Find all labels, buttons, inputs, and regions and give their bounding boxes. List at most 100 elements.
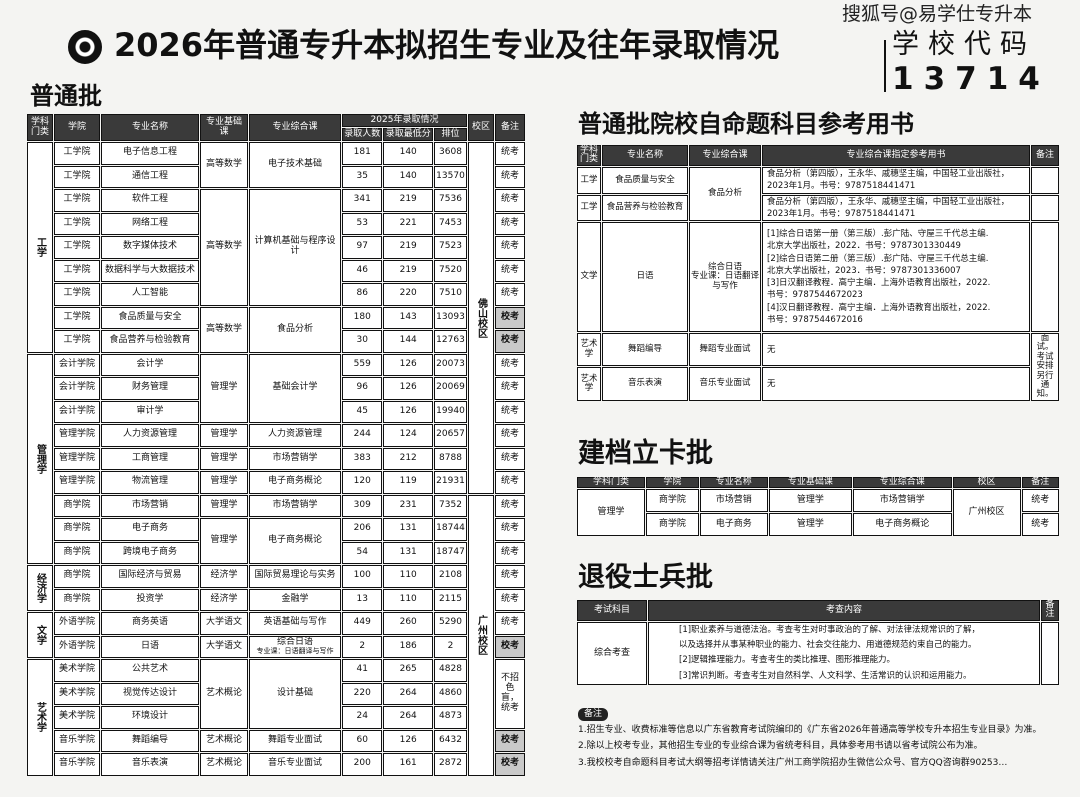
header-cell: 学院 — [646, 477, 699, 489]
table-row: 艺术学 舞蹈编导 舞蹈专业面试无面试。考试安排另行通知。 — [577, 333, 1059, 401]
count-cell: 30 — [342, 330, 383, 353]
min-score-cell: 131 — [383, 541, 433, 564]
min-score-cell: 119 — [383, 471, 433, 494]
category-cell: 文学 — [577, 222, 601, 333]
rank-cell: 20073 — [433, 353, 467, 376]
book-line: 书号：9787544672016 — [767, 315, 863, 326]
comp-course-name: 电子技术基础 — [267, 159, 322, 170]
note-cell: 统考 — [495, 494, 525, 517]
min-score-cell: 219 — [383, 189, 433, 212]
comp-course-cell: 综合日语 专业课：日语翻译与写作 — [689, 222, 761, 333]
campus-cell: 佛山校区 — [468, 142, 494, 494]
college-cell: 工学院 — [54, 189, 100, 212]
rank-cell: 7536 — [433, 189, 467, 212]
base-course-cell: 经济学 — [200, 588, 248, 611]
table-row: 综合考查 [1]职业素养与道德法治。考查考生对时事政治的了解、对法律法规常识的了解… — [577, 621, 1059, 686]
section-title-veteran: 退役士兵批 — [578, 562, 713, 593]
base-course-cell: 艺术概论 — [200, 729, 248, 752]
header-content: 考查内容 — [648, 600, 1040, 621]
table-row: 工学 食品营养与检验教育 食品分析（第四版），王永华、戚穗坚主编，中国轻工业出版社，… — [577, 194, 1059, 222]
table-row: 管理学院 工商管理 管理学 市场营销学 383 212 8788 统考 — [27, 447, 525, 470]
notes-label: 备注 — [578, 708, 609, 721]
count-cell: 60 — [342, 729, 383, 752]
header-note: 备注 — [1031, 145, 1059, 166]
major-cell: 跨境电子商务 — [101, 541, 199, 564]
comp-course-name: 食品分析 — [276, 323, 313, 334]
table-row: 文学 外语学院 商务英语 大学语文 英语基础与写作 449 260 5290 统考 — [27, 612, 525, 658]
table-row: 音乐学院 舞蹈编导 艺术概论 舞蹈专业面试 60 126 6432 校考 — [27, 729, 525, 752]
major-cell: 软件工程 — [101, 189, 199, 212]
category-cell: 艺术学 — [27, 659, 53, 776]
category-cell: 工学 — [27, 142, 53, 353]
comp-course-cell: 英语基础与写作 — [249, 612, 341, 635]
book-line: 无 — [767, 344, 776, 355]
note-cell: 统考 — [495, 518, 525, 541]
base-course-cell: 管理学 — [200, 447, 248, 470]
table-row: 文学 日语 综合日语 专业课：日语翻译与写作 [1]综合日语第一册（第三版）.彭广陆、守… — [577, 222, 1059, 333]
college-cell: 会计学院 — [54, 377, 100, 400]
major-cell: 食品质量与安全 — [101, 306, 199, 329]
major-cell: 食品营养与检验教育 — [602, 194, 688, 222]
book-cell: 食品分析（第四版），王永华、戚穗坚主编，中国轻工业出版社， 2023年1月。书号：… — [762, 194, 1030, 222]
major-cell: 环境设计 — [101, 706, 199, 729]
note-cell — [1031, 194, 1059, 222]
count-cell: 46 — [342, 259, 383, 282]
college-cell: 商学院 — [54, 588, 100, 611]
header-min: 录取最低分 — [383, 128, 433, 141]
book-line: [3]日汉翻译教程．高宁主编．上海外语教育出版社，2022. — [767, 278, 991, 289]
base-course-cell: 管理学 — [200, 353, 248, 423]
college-cell: 管理学院 — [54, 471, 100, 494]
header-rank: 排位 — [433, 128, 467, 141]
count-cell: 2 — [342, 635, 383, 658]
min-score-cell: 131 — [383, 518, 433, 541]
note-cell: 统考 — [495, 588, 525, 611]
rank-cell: 7510 — [433, 283, 467, 306]
header-base: 专业基础课 — [200, 114, 248, 141]
major-cell: 工商管理 — [101, 447, 199, 470]
comp-course-cell: 音乐专业面试 — [249, 753, 341, 776]
college-cell: 商学院 — [646, 489, 699, 513]
college-cell: 工学院 — [54, 165, 100, 188]
table-row: 工学 工学院 电子信息工程 高等数学 电子技术基础 181 140 3608 佛山校区 统考 — [27, 142, 525, 494]
note-cell: 统考 — [495, 165, 525, 188]
major-cell: 市场营销 — [101, 494, 199, 517]
school-code-value: 13714 — [892, 61, 1050, 97]
comp-course-name: 金融学 — [281, 593, 309, 604]
note-cell: 统考 — [495, 259, 525, 282]
comp-course-cell: 市场营销学 — [249, 447, 341, 470]
category-cell: 经济学 — [27, 565, 53, 611]
note-cell: 统考 — [495, 212, 525, 235]
college-cell: 工学院 — [54, 259, 100, 282]
count-cell: 35 — [342, 165, 383, 188]
college-cell: 会计学院 — [54, 353, 100, 376]
note-cell: 统考 — [495, 400, 525, 423]
major-cell: 数据科学与大数据技术 — [101, 259, 199, 282]
major-cell: 市场营销 — [699, 489, 768, 513]
note-cell: 统考 — [1021, 489, 1059, 513]
rank-cell: 8788 — [433, 447, 467, 470]
note-cell: 校考 — [495, 330, 525, 353]
header-note: 备注 — [495, 114, 525, 141]
header-cell: 专业基础课 — [768, 477, 852, 489]
major-cell: 投资学 — [101, 588, 199, 611]
section-title-regular: 普通批 — [30, 82, 102, 110]
table-row: 艺术学 音乐表演 音乐专业面试 无 — [577, 367, 1059, 401]
rank-cell: 12763 — [433, 330, 467, 353]
comp-course-cell: 计算机基础与程序设计 — [249, 189, 341, 306]
min-score-cell: 140 — [383, 142, 433, 165]
table-row: 工学院 软件工程 高等数学 计算机基础与程序设计 341 219 7536 统考 — [27, 189, 525, 306]
book-line: 北京大学出版社，2023．书号：9787301336007 — [767, 265, 961, 276]
book-line: 2023年1月。书号：9787518441471 — [767, 208, 916, 219]
base-course-cell: 艺术概论 — [200, 753, 248, 776]
base-course-cell: 艺术概论 — [200, 659, 248, 729]
header-major: 专业名称 — [602, 145, 688, 166]
book-line: 北京大学出版社，2022．书号：9787301330449 — [767, 241, 961, 252]
count-cell: 341 — [342, 189, 383, 212]
college-cell: 美术学院 — [54, 682, 100, 705]
comp-course-name: 电子商务概论 — [267, 476, 322, 487]
base-course-cell: 高等数学 — [200, 189, 248, 306]
note-cell: 统考 — [495, 377, 525, 400]
table-row: 外语学院 日语 大学语文 综合日语 专业课：日语翻译与写作 2 186 2 校考 — [27, 635, 525, 658]
min-score-cell: 221 — [383, 212, 433, 235]
header-major: 专业名称 — [101, 114, 199, 141]
